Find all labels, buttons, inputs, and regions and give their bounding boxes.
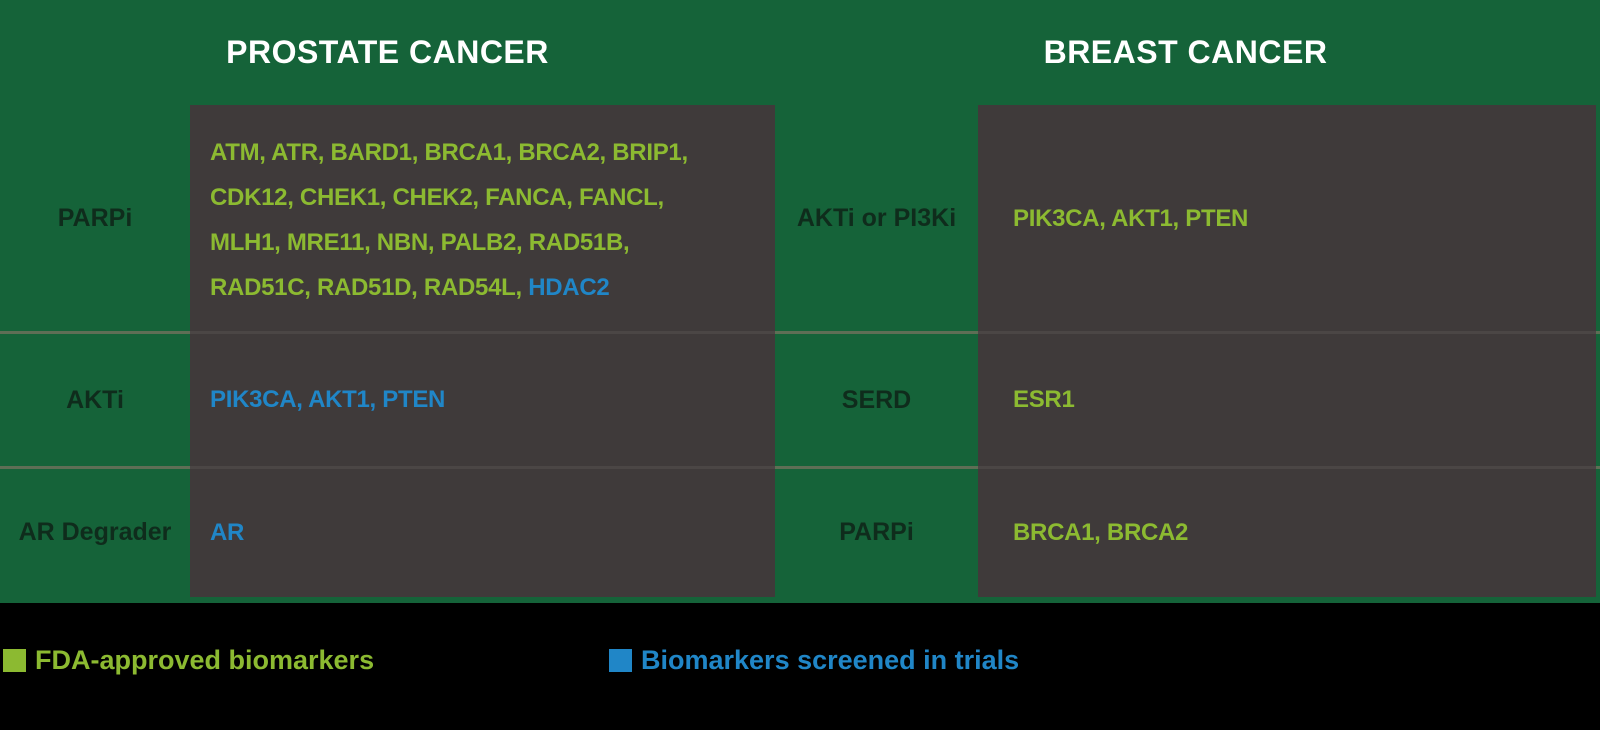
- legend-label: Biomarkers screened in trials: [641, 644, 1020, 675]
- breast-serd-gene-list: ESR1: [1013, 386, 1075, 413]
- prostate-akti-gene-list: PIK3CA, AKT1, PTEN: [210, 386, 446, 413]
- row-label-parpi-prostate: PARPi: [57, 204, 133, 232]
- row-divider: [775, 331, 978, 334]
- table-area: PROSTATE CANCER BREAST CANCER PARPi AKTi…: [0, 0, 1600, 603]
- gene-line: RAD51C, RAD51D, RAD54L, HDAC2: [210, 265, 770, 310]
- gene-line: CDK12, CHEK1, CHEK2, FANCA, FANCL,: [210, 184, 664, 211]
- row-label-akti-or-pi3ki: AKTi or PI3Ki: [796, 204, 957, 232]
- trial-gene: HDAC2: [528, 274, 610, 301]
- prostate-ar-degrader-gene-list: AR: [210, 518, 245, 546]
- breast-cancer-header: BREAST CANCER: [1043, 34, 1328, 70]
- legend-fda-approved: FDA-approved biomarkers: [3, 645, 374, 675]
- row-divider: [1596, 466, 1600, 469]
- row-divider: [0, 466, 190, 469]
- prostate-genes-panel: [190, 105, 775, 597]
- fda-genes: RAD51C, RAD51D, RAD54L,: [210, 274, 522, 301]
- gene-line: ATM, ATR, BARD1, BRCA1, BRCA2, BRIP1,: [210, 139, 688, 166]
- breast-parpi-gene-list: BRCA1, BRCA2: [1013, 518, 1189, 546]
- row-divider: [0, 331, 190, 334]
- breast-akti-pi3ki-gene-list: PIK3CA, AKT1, PTEN: [1013, 204, 1249, 232]
- legend-label: FDA-approved biomarkers: [35, 644, 375, 675]
- prostate-cancer-header: PROSTATE CANCER: [226, 34, 549, 70]
- row-divider: [1596, 331, 1600, 334]
- row-label-ar-degrader: AR Degrader: [18, 518, 172, 546]
- row-divider: [775, 466, 978, 469]
- trial-legend-swatch: [609, 648, 632, 672]
- breast-genes-panel: [978, 105, 1596, 597]
- prostate-parpi-gene-list: ATM, ATR, BARD1, BRCA1, BRCA2, BRIP1, CD…: [210, 130, 770, 310]
- row-label-akti-prostate: AKTi: [66, 385, 124, 414]
- row-label-serd: SERD: [841, 385, 912, 414]
- gene-line: MLH1, MRE11, NBN, PALB2, RAD51B,: [210, 229, 630, 256]
- fda-legend-swatch: [3, 648, 26, 672]
- row-label-parpi-breast: PARPi: [839, 518, 914, 546]
- legend-footer: [0, 603, 1600, 730]
- legend-screened-in-trials: Biomarkers screened in trials: [609, 645, 1019, 675]
